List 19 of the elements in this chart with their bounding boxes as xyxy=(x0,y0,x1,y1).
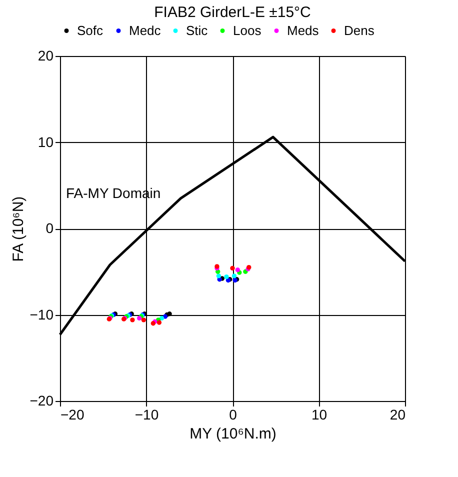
y-tick-label: −10 xyxy=(30,306,54,322)
legend-label: Medc xyxy=(129,22,162,38)
y-tick-label: 10 xyxy=(38,134,54,150)
x-tick-label: −20 xyxy=(60,406,84,422)
y-tick-label: 20 xyxy=(38,48,54,64)
x-tick-label: 20 xyxy=(390,406,406,422)
x-tick-label: −10 xyxy=(134,406,159,422)
legend-label: Meds xyxy=(287,22,320,38)
y-axis-title: FA (10⁶N) xyxy=(10,196,27,262)
y-tick-label: −20 xyxy=(30,392,54,408)
y-tick-label: 0 xyxy=(46,220,54,236)
chart-title: FIAB2 GirderL-E ±15°C xyxy=(154,4,312,21)
legend-label: Loos xyxy=(233,22,262,38)
legend-label: Dens xyxy=(344,22,375,38)
x-tick-label: 0 xyxy=(229,406,238,422)
legend-label: Sofc xyxy=(77,22,104,38)
x-tick-label: 10 xyxy=(311,406,328,422)
x-axis-title: MY (10⁶N.m) xyxy=(190,426,276,442)
legend-label: Stic xyxy=(186,22,208,38)
